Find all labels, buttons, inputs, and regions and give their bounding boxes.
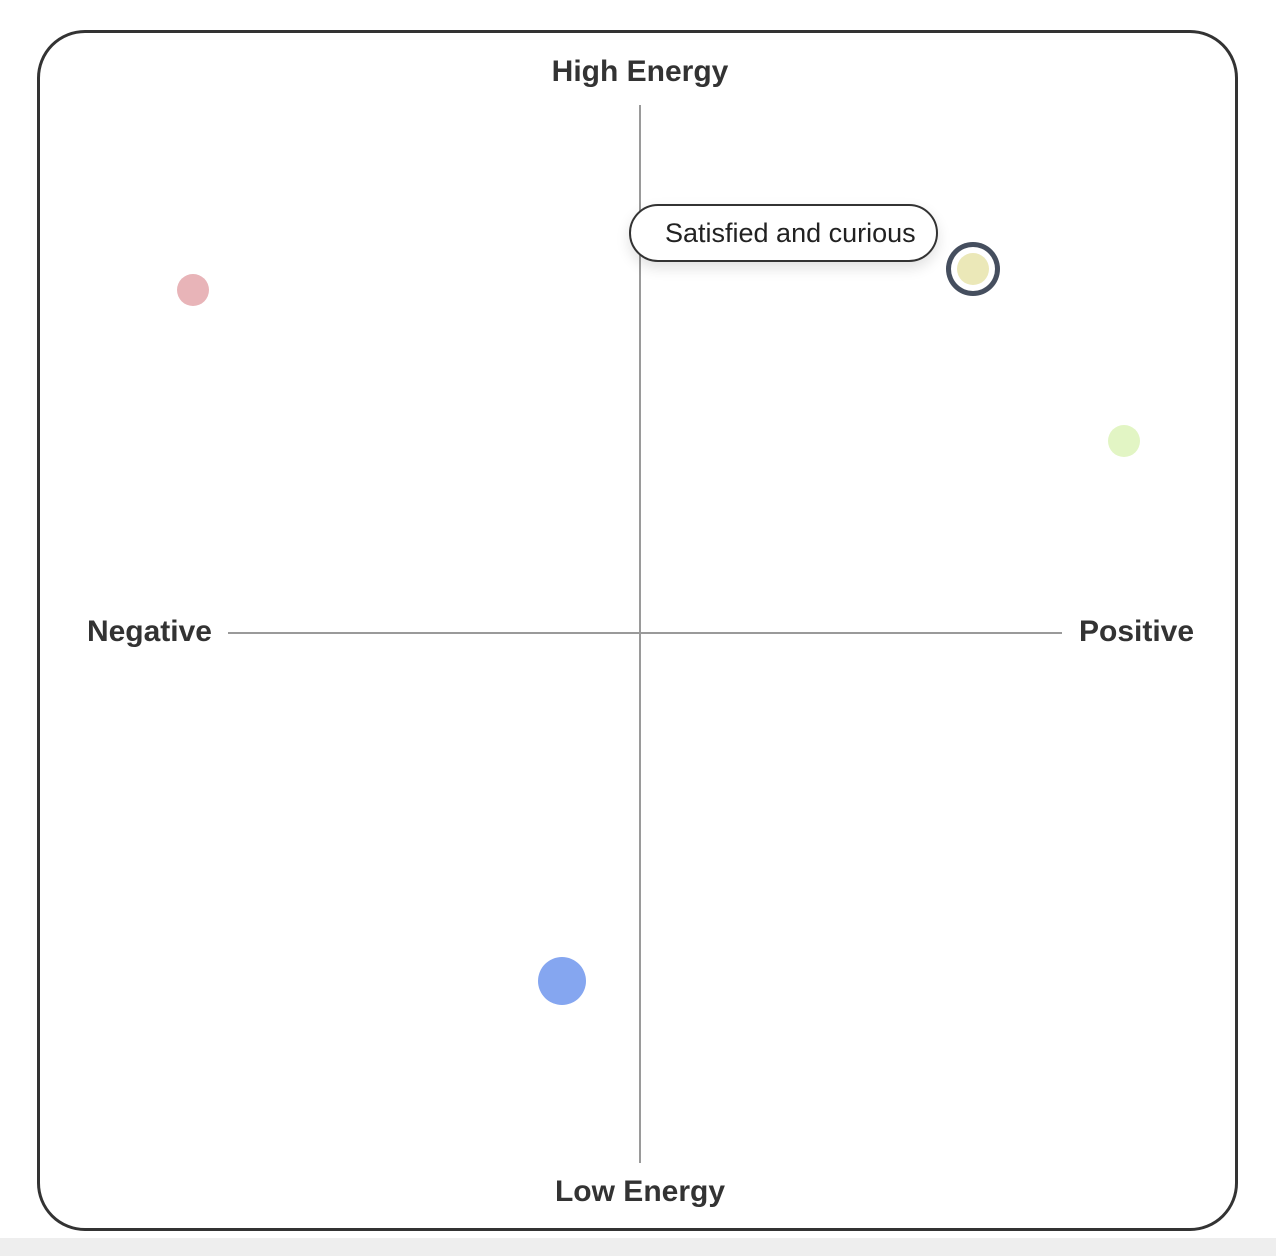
pleasantness-axis-line (228, 632, 1062, 634)
mood-point-2[interactable] (956, 253, 989, 285)
mood-point-4[interactable] (538, 957, 586, 1006)
mood-point-3[interactable] (1107, 424, 1140, 457)
mood-meter-card (37, 30, 1238, 1231)
page-bottom-bar (0, 1238, 1276, 1256)
mood-tooltip: Satisfied and curious (629, 204, 938, 262)
mood-tooltip-text: Satisfied and curious (665, 217, 916, 248)
high-energy-label: High Energy (551, 55, 729, 88)
low-energy-label: Low Energy (554, 1175, 726, 1208)
energy-axis-line (639, 105, 641, 1163)
mood-point-1[interactable] (176, 273, 209, 306)
positive-label: Positive (1079, 615, 1195, 648)
negative-label: Negative (86, 615, 212, 648)
